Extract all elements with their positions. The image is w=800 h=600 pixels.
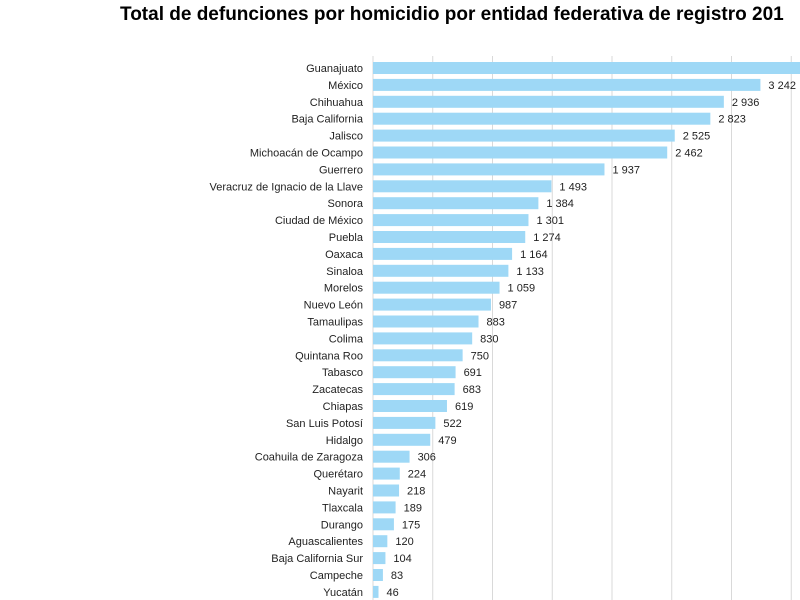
bar [373, 197, 539, 210]
category-label: Aguascalientes [288, 536, 363, 548]
value-label: 189 [404, 502, 422, 514]
bar [373, 535, 388, 548]
category-label: Guerrero [319, 164, 363, 176]
category-label: Puebla [329, 232, 364, 244]
category-label: Colima [329, 333, 364, 345]
category-label: Guanajuato [306, 63, 363, 75]
category-label: Sonora [328, 198, 364, 210]
category-label: Veracruz de Ignacio de la Llave [210, 181, 364, 193]
category-label: Campeche [310, 570, 363, 582]
value-label: 750 [471, 350, 489, 362]
category-label: México [328, 80, 363, 92]
value-label: 218 [407, 486, 425, 498]
category-label: Baja California Sur [271, 553, 363, 565]
bar [373, 163, 605, 176]
value-label: 224 [408, 469, 426, 481]
value-label: 1 274 [533, 232, 561, 244]
value-label: 830 [480, 333, 498, 345]
value-label: 1 493 [559, 181, 587, 193]
value-label: 175 [402, 519, 420, 531]
value-label: 683 [463, 384, 481, 396]
bar [373, 484, 400, 497]
bar [373, 332, 473, 345]
value-label: 83 [391, 570, 403, 582]
category-label: Michoacán de Ocampo [250, 148, 363, 160]
bar [373, 585, 379, 598]
value-label: 3 242 [768, 80, 796, 92]
bar [373, 95, 724, 108]
value-label: 1 164 [520, 249, 548, 261]
value-label: 987 [499, 300, 517, 312]
category-label: Quintana Roo [295, 350, 363, 362]
bar [373, 450, 410, 463]
bar [373, 383, 455, 396]
bar [373, 146, 668, 159]
bar [373, 416, 436, 429]
category-label: Tabasco [322, 367, 363, 379]
bar [373, 231, 526, 243]
category-label: Baja California [291, 114, 363, 126]
value-label: 1 133 [516, 266, 544, 278]
category-label: Hidalgo [326, 435, 363, 447]
value-label: 619 [455, 401, 473, 413]
value-label: 1 301 [536, 215, 564, 227]
bar [373, 552, 386, 565]
category-label: Chihuahua [310, 97, 364, 109]
bar [373, 467, 400, 480]
category-label: San Luis Potosí [286, 418, 363, 430]
value-label: 120 [395, 536, 413, 548]
bar [373, 366, 456, 379]
category-label: Zacatecas [312, 384, 363, 396]
value-label: 1 059 [508, 283, 536, 295]
bar [373, 214, 529, 227]
category-label: Yucatán [323, 587, 363, 599]
category-label: Morelos [324, 283, 364, 295]
value-label: 306 [418, 452, 436, 464]
category-label: Nuevo León [304, 300, 363, 312]
category-label: Oaxaca [325, 249, 364, 261]
bar [373, 247, 513, 260]
bar [373, 400, 447, 412]
value-label: 2 823 [718, 114, 746, 126]
category-label: Nayarit [328, 486, 363, 498]
bar [373, 569, 383, 581]
bar [373, 433, 431, 446]
bar [373, 518, 394, 531]
category-label: Coahuila de Zaragoza [255, 452, 364, 464]
value-label: 46 [386, 587, 398, 599]
bar [373, 129, 675, 142]
bar [373, 349, 463, 362]
bar [373, 62, 800, 74]
value-label: 691 [464, 367, 482, 379]
bar [373, 281, 500, 294]
category-label: Querétaro [313, 469, 363, 481]
value-label: 2 525 [683, 131, 711, 143]
bar [373, 298, 491, 311]
category-label: Durango [321, 519, 363, 531]
value-label: 883 [487, 317, 505, 329]
category-label: Jalisco [329, 131, 363, 143]
category-label: Sinaloa [326, 266, 364, 278]
category-label: Tlaxcala [322, 502, 364, 514]
value-label: 2 936 [732, 97, 760, 109]
bar [373, 180, 552, 193]
value-label: 522 [443, 418, 461, 430]
bar [373, 112, 711, 125]
chart-title: Total de defunciones por homicidio por e… [120, 4, 784, 25]
value-label: 104 [393, 553, 411, 565]
bar [373, 78, 761, 91]
value-label: 479 [438, 435, 456, 447]
value-label: 1 937 [612, 164, 640, 176]
value-label: 1 384 [546, 198, 574, 210]
bar [373, 264, 509, 277]
category-label: Chiapas [323, 401, 364, 413]
bar [373, 501, 396, 514]
bar [373, 315, 479, 328]
category-label: Ciudad de México [275, 215, 363, 227]
category-label: Tamaulipas [307, 317, 363, 329]
value-label: 2 462 [675, 148, 703, 160]
